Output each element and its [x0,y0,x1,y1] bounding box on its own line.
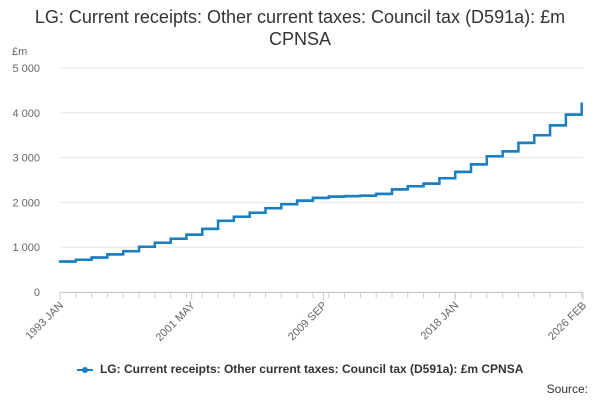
y-tick-label: 0 [34,287,40,299]
series-point [294,202,298,206]
series-point [168,241,171,245]
series-point [215,227,219,231]
series-point [199,233,203,236]
series-layer [58,102,583,263]
y-tick-label: 1 000 [12,242,40,254]
series-point [500,154,503,158]
series-point [152,245,155,249]
series-point [183,237,187,240]
y-tick-label: 5 000 [12,63,40,75]
series-point [120,253,124,256]
series-point [515,150,519,153]
axis-layer: 0 1 000 2 000 3 000 4 000 5 000 £m 1993 JAN 2001… [12,46,589,344]
series-point [563,124,566,127]
series-point [88,258,92,262]
series-point [389,192,392,196]
series-point [310,199,313,202]
series-point [468,170,472,174]
series-point [436,182,440,185]
grid-layer [60,67,583,293]
x-tick-label: 1993 JAN [23,300,66,343]
series-point [373,194,377,197]
series-line [60,102,583,263]
source-label: Source: [546,382,588,396]
series-point [580,102,583,106]
series-point [547,133,551,137]
series-point [484,163,487,166]
series-point [247,215,250,219]
x-tick-label: 2001 MAY [154,299,199,344]
x-tick-label: 2018 JAN [419,300,462,343]
series-point [262,211,266,215]
series-point [231,219,234,223]
series-point [278,206,282,210]
y-tick-label: 2 000 [12,197,40,209]
series-point [452,176,456,180]
series-point [531,141,535,145]
series-point [420,184,424,188]
x-tick-label: 2026 FEB [546,300,589,343]
series-point [136,249,140,253]
x-tick-label: 2009 SEP [286,300,330,344]
legend-label: LG: Current receipts: Other current taxe… [99,362,524,376]
y-tick-label: 4 000 [12,108,40,120]
chart-title: LG: Current receipts: Other current taxe… [34,7,566,49]
series-point [579,113,582,116]
legend[interactable]: LG: Current receipts: Other current taxe… [0,362,600,376]
series-point [73,260,76,263]
legend-marker [76,366,93,373]
y-axis-label: £m [12,46,27,58]
y-tick-label: 3 000 [12,153,40,165]
series-point [104,256,108,259]
series-point [405,188,408,191]
